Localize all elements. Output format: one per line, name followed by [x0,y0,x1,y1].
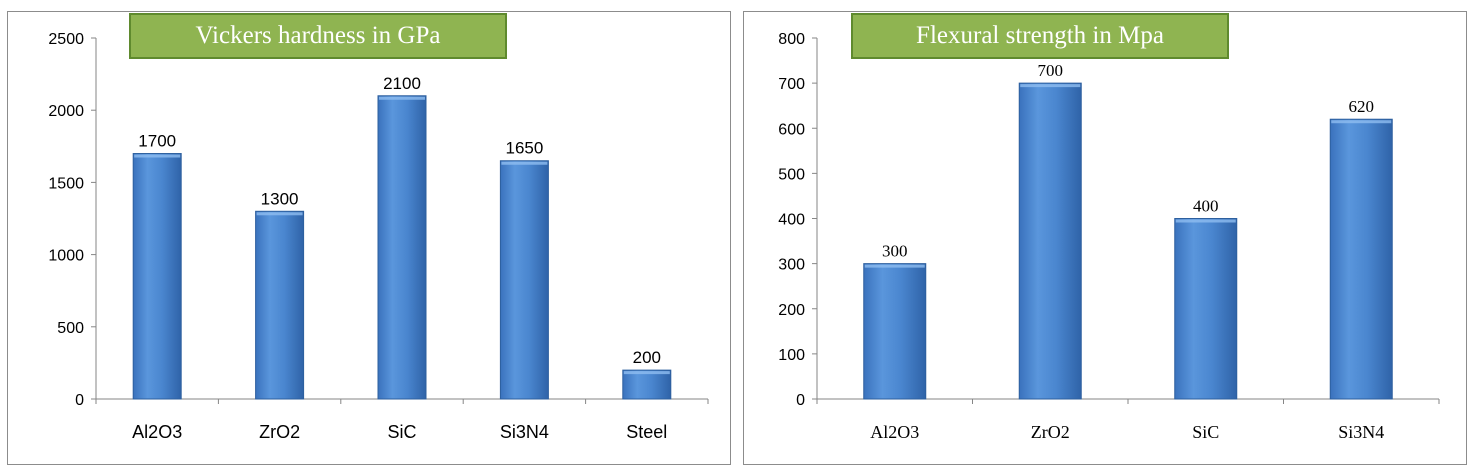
flexural-strength-chart-panel: 0 100 200 300 400 500 600 700 800 300 Al2O3 700 ZrO2… [743,11,1467,465]
x-tick-label: Al2O3 [132,422,182,442]
bar-highlight [1020,84,1081,88]
data-label: 200 [633,348,661,367]
y-tick-label: 200 [778,302,805,319]
bar-highlight [1331,120,1392,124]
chart-title-vickers: Vickers hardness in GPa [129,13,507,59]
y-tick-label: 600 [778,121,805,138]
x-tick-label: ZrO2 [1031,422,1070,442]
flexural-strength-chart: 0 100 200 300 400 500 600 700 800 300 Al2O3 700 ZrO2… [778,31,1440,442]
y-tick-label: 800 [778,31,805,48]
y-tick-label: 0 [796,392,805,409]
data-label: 1300 [261,189,299,208]
data-label: 2100 [383,74,421,93]
bar [499,160,549,400]
x-tick-label: Steel [626,422,667,442]
x-tick-label: Al2O3 [870,422,919,442]
y-tick-label: 500 [57,320,84,337]
y-tick-label: 500 [778,166,805,183]
bar-highlight [256,212,303,216]
data-label: 300 [882,242,908,261]
bar [255,210,305,400]
y-tick-label: 300 [778,257,805,274]
bar [863,263,927,400]
y-tick-label: 2000 [48,103,84,120]
data-label: 620 [1349,97,1375,116]
x-tick-label: Si3N4 [1338,422,1384,442]
y-tick-label: 0 [75,392,84,409]
x-tick-label: SiC [1192,422,1219,442]
bar-highlight [1175,219,1236,223]
bar-highlight [864,264,925,268]
vickers-hardness-chart: 0 500 1000 1500 2000 2500 1700 Al2O3 1300 ZrO2 210… [48,31,709,442]
data-label: 1650 [505,139,543,158]
bar [377,95,427,400]
bar-highlight [501,161,548,165]
y-tick-label: 400 [778,212,805,229]
bar [1329,118,1393,400]
data-label: 700 [1038,61,1064,80]
bar [1018,82,1082,400]
x-tick-label: ZrO2 [259,422,300,442]
y-tick-label: 1500 [48,175,84,192]
bar [132,153,182,400]
y-tick-label: 100 [778,347,805,364]
x-tick-label: Si3N4 [500,422,549,442]
data-label: 1700 [138,132,176,151]
vickers-hardness-chart-panel: 0 500 1000 1500 2000 2500 1700 Al2O3 1300 ZrO2 210… [7,11,731,465]
bar-highlight [379,96,425,100]
y-tick-label: 700 [778,76,805,93]
bar [1174,218,1238,400]
data-label: 400 [1193,197,1219,216]
bar [622,369,672,400]
x-tick-label: SiC [387,422,416,442]
bar-highlight [623,371,670,375]
bar-highlight [134,154,181,158]
y-tick-label: 2500 [48,31,84,48]
y-tick-label: 1000 [48,248,84,265]
chart-title-flexural: Flexural strength in Mpa [851,13,1229,59]
